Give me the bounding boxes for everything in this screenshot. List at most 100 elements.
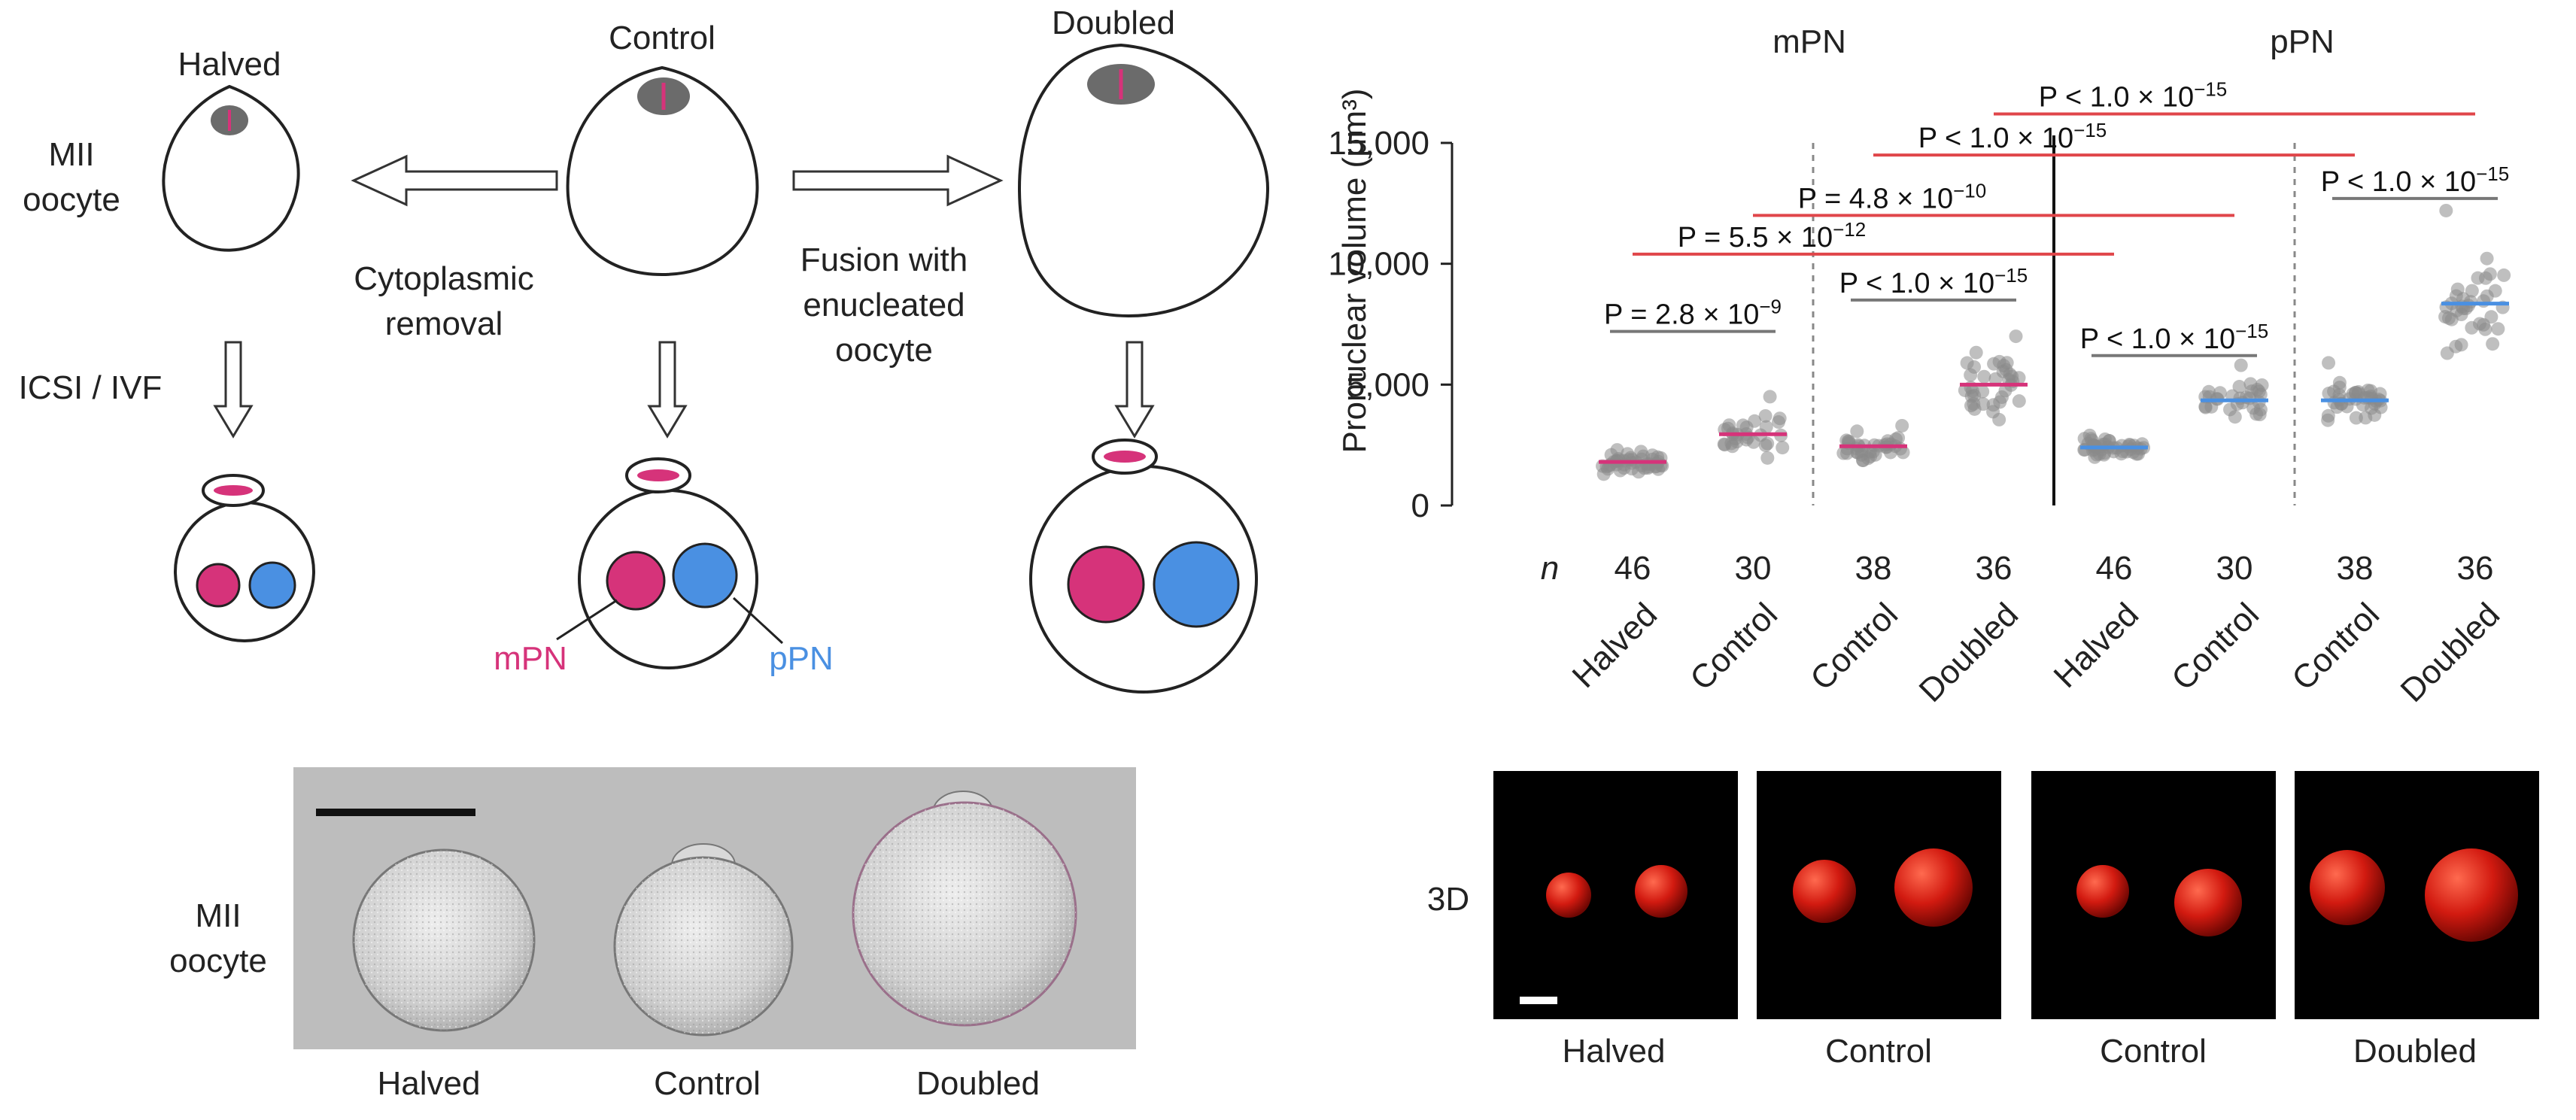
data-point	[1728, 432, 1742, 446]
data-point	[2497, 268, 2511, 282]
label-halved: Halved	[178, 46, 281, 83]
data-point	[1841, 434, 1855, 448]
data-point	[1629, 455, 1643, 469]
data-point	[2449, 289, 2463, 303]
data-point	[1976, 384, 1990, 399]
data-point	[2374, 393, 2388, 408]
data-point	[1960, 356, 1974, 370]
data-point	[2095, 442, 2109, 457]
data-point	[2348, 385, 2362, 399]
data-point	[1621, 447, 1635, 461]
data-point	[1895, 418, 1909, 433]
micrograph-doubled-polar-body	[932, 791, 994, 834]
data-point	[2088, 439, 2102, 453]
data-point	[2253, 402, 2268, 417]
data-point	[1617, 454, 1631, 468]
data-point	[2090, 448, 2104, 462]
data-point	[1896, 445, 1910, 460]
micrograph-doubled-cell	[852, 801, 1077, 1027]
data-point	[1842, 435, 1856, 449]
data-point	[2233, 391, 2247, 405]
halved-ppn	[248, 561, 296, 609]
data-point	[1726, 426, 1740, 440]
label-icsi: ICSI / IVF	[19, 369, 163, 406]
render-caption-control: Control	[1825, 1033, 1932, 1070]
data-point	[2198, 399, 2213, 414]
category-label: Control	[1683, 596, 1785, 697]
label-doubled: Doubled	[1052, 5, 1175, 41]
data-point	[2456, 301, 2471, 315]
data-point	[1771, 415, 1785, 429]
data-point	[1883, 445, 1897, 460]
data-point	[1624, 456, 1639, 470]
micrograph-control-polar-body	[671, 843, 736, 887]
data-point	[2322, 387, 2336, 401]
data-point	[1651, 454, 1666, 469]
label-fusion-line2: enucleated	[803, 287, 964, 323]
data-point	[2359, 411, 2373, 425]
data-point	[1754, 428, 1768, 442]
data-point	[2004, 378, 2019, 392]
data-point	[1864, 449, 1878, 463]
data-point	[2102, 434, 2116, 448]
n-label: n	[1541, 550, 1559, 587]
data-point	[2477, 294, 2491, 308]
data-point	[2232, 380, 2246, 394]
p-value-label: P < 1.0 × 10−15	[2080, 320, 2268, 355]
data-point	[1613, 463, 1627, 478]
data-point	[2250, 382, 2265, 396]
render-control2-mpn	[2076, 865, 2129, 918]
p-value-exponent: −15	[1994, 264, 2028, 287]
data-point	[1998, 384, 2012, 398]
data-point	[1977, 369, 1991, 384]
data-point	[2373, 387, 2387, 401]
data-point	[2198, 400, 2213, 414]
data-point	[1855, 444, 1869, 458]
data-point	[1884, 437, 1898, 451]
data-point	[2478, 322, 2492, 336]
data-point	[2002, 372, 2016, 387]
data-point	[2330, 400, 2344, 414]
data-point	[2131, 447, 2146, 461]
data-point	[1866, 445, 1880, 459]
arrow-left-icon	[351, 154, 558, 207]
data-point	[1967, 360, 1982, 374]
p-value-label: P < 1.0 × 10−15	[2039, 77, 2227, 113]
data-point	[2244, 384, 2259, 399]
p-value-exponent: −12	[1833, 218, 1866, 241]
data-point	[1986, 398, 2000, 412]
render-caption-halved: Halved	[1563, 1033, 1666, 1070]
doubled-mpn	[1067, 545, 1145, 624]
p-value-label: P = 2.8 × 10−9	[1604, 296, 1782, 331]
arrow-down-icon	[213, 341, 254, 439]
data-point	[1645, 452, 1660, 466]
data-point	[2327, 396, 2341, 410]
data-point	[1850, 424, 1864, 439]
data-point	[1648, 460, 1663, 474]
data-point	[2454, 308, 2468, 322]
doubled-oocyte	[1017, 43, 1270, 318]
arrow-right-icon	[792, 154, 1004, 207]
data-point	[1888, 432, 1903, 446]
data-point	[1739, 433, 1754, 447]
data-point	[1654, 458, 1668, 472]
data-point	[2444, 312, 2459, 326]
p-value-label: P < 1.0 × 10−15	[2321, 162, 2509, 198]
data-point	[2321, 408, 2335, 423]
data-point	[1622, 453, 1636, 467]
data-point	[2480, 289, 2494, 303]
data-point	[1986, 405, 2000, 419]
data-point	[1758, 439, 1773, 453]
data-point	[2202, 390, 2216, 404]
data-point	[1856, 454, 1870, 468]
data-point	[1879, 440, 1894, 454]
data-point	[2225, 389, 2240, 403]
data-point	[1725, 439, 1739, 454]
data-point	[2255, 378, 2269, 392]
data-point	[1617, 457, 1631, 472]
data-point	[1760, 436, 1775, 451]
render-caption-doubled: Doubled	[2353, 1033, 2477, 1070]
data-point	[2101, 440, 2116, 454]
render-caption-control: Control	[2100, 1033, 2207, 1070]
data-point	[1992, 412, 2006, 426]
